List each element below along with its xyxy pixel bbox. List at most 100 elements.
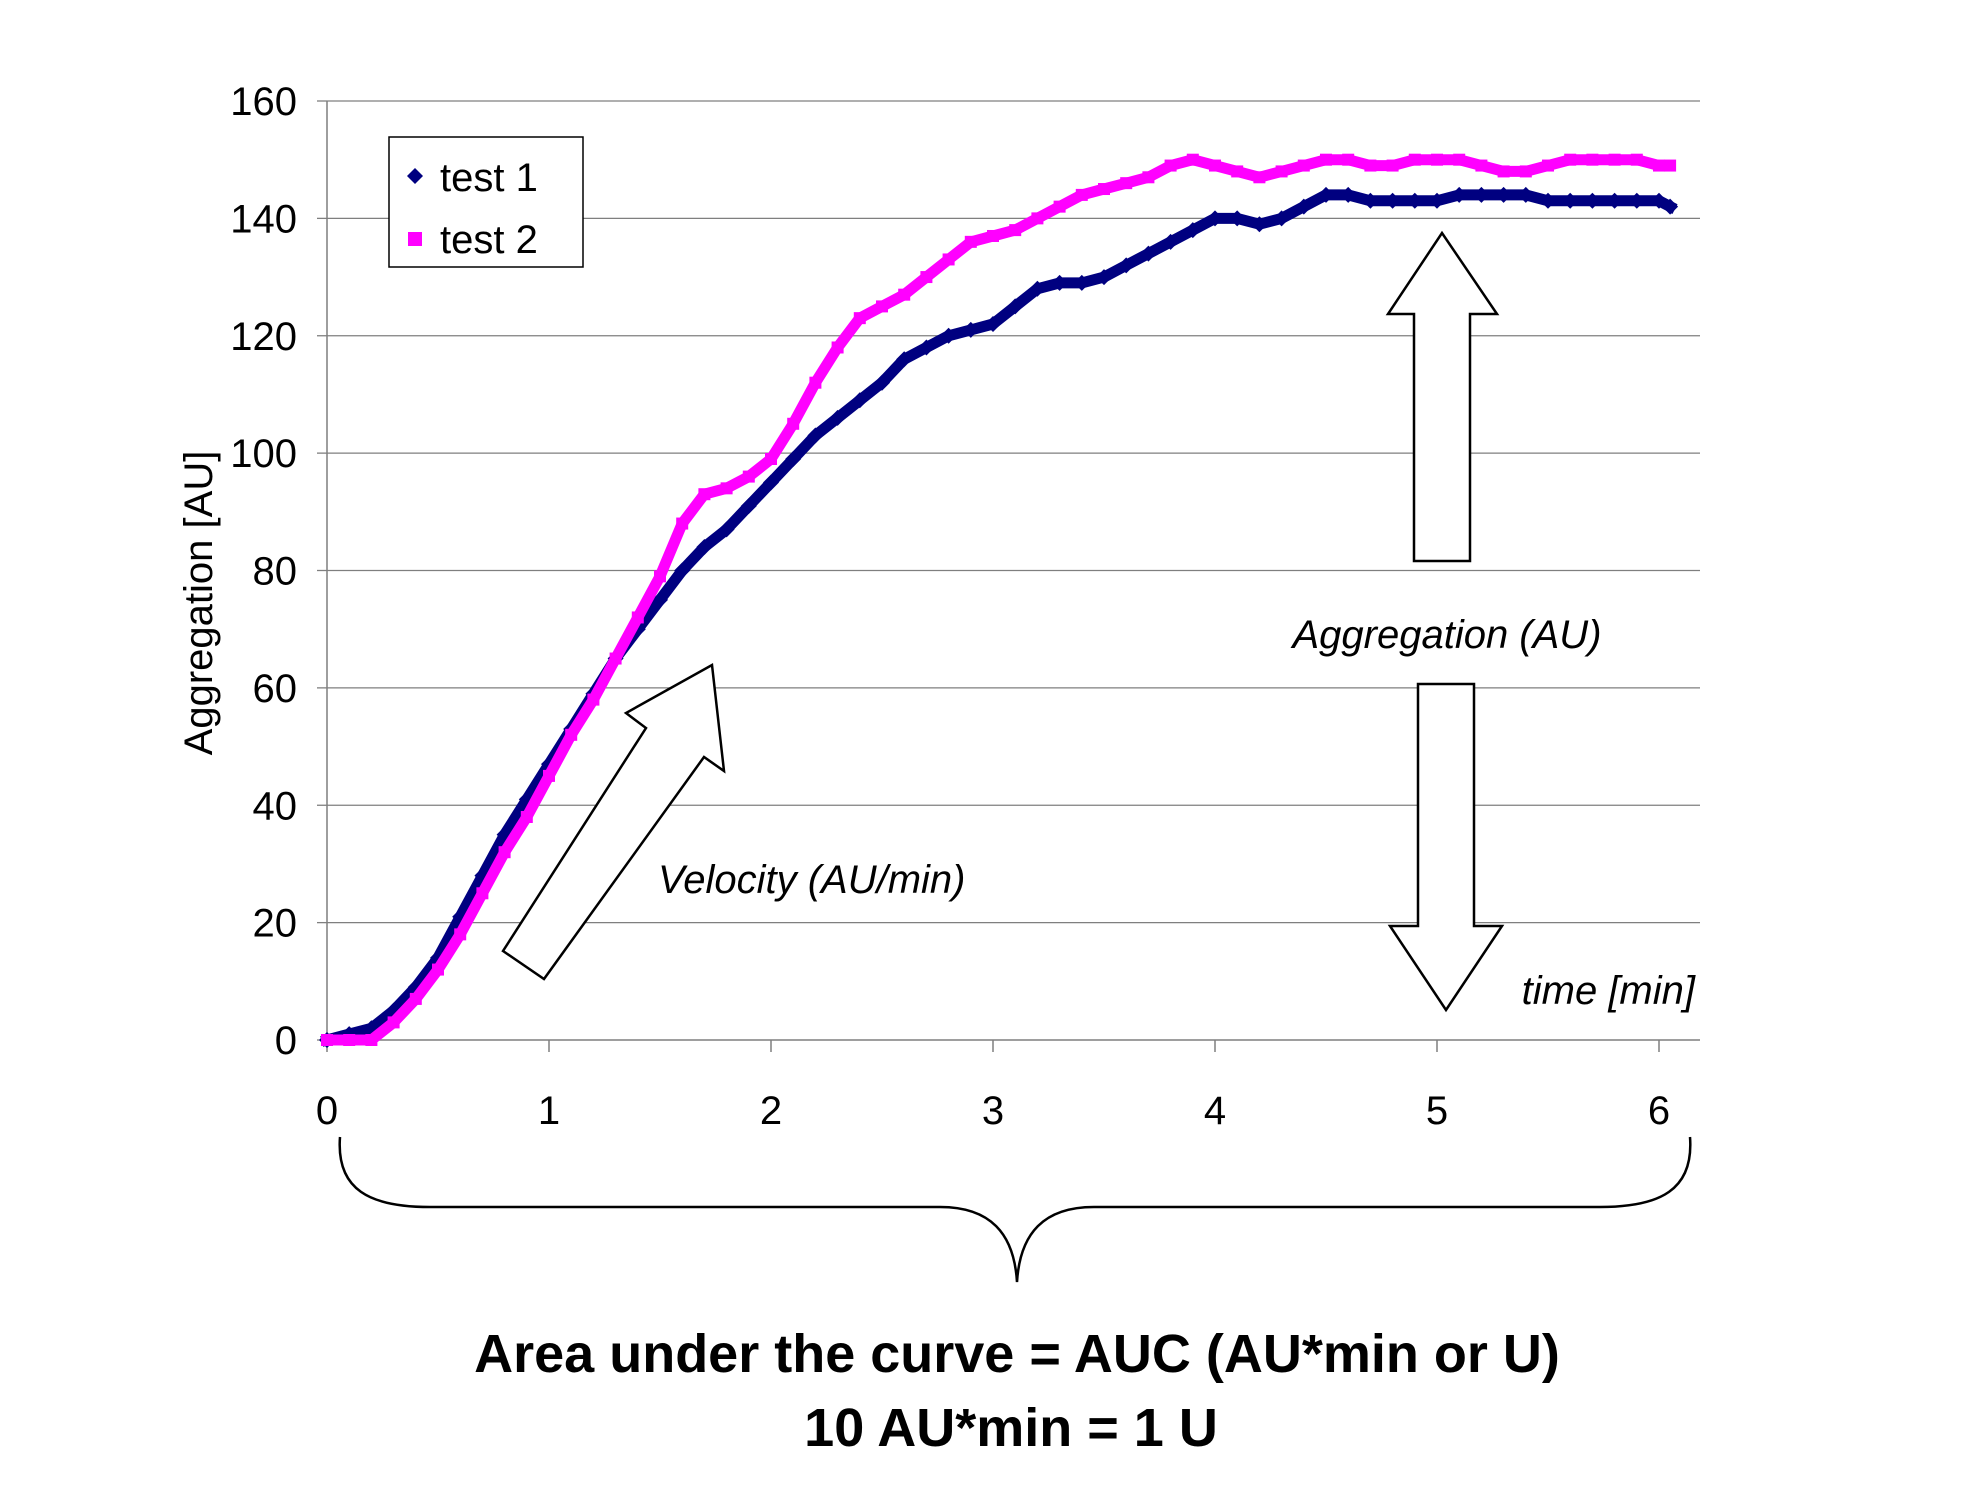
series-1-point [1340,186,1357,203]
ytick-label-40: 40 [253,784,298,828]
series-2-point [809,376,822,389]
aggregation-up-arrow [1385,230,1500,563]
series-1-point [674,562,691,579]
aggregation-label: Aggregation (AU) [1290,613,1601,657]
series-2-point [654,570,666,583]
ytick-label-80: 80 [253,550,298,594]
legend-label-test2: test 2 [440,218,538,262]
series-2-point [720,482,733,495]
series-2-point [1164,159,1177,172]
series-1-point [851,392,868,409]
series-2-point [1098,183,1110,196]
xtick-label-1: 1 [538,1089,560,1133]
series-2-point [1297,159,1310,172]
series-1-point [1406,192,1423,209]
series-2-point [676,517,689,530]
series-2-point [1186,153,1199,166]
velocity-label: Velocity (AU/min) [658,858,965,902]
ytick-label-140: 140 [230,197,297,241]
ytick-label-60: 60 [253,667,298,711]
series-2-point [1664,159,1677,172]
series-2-point [587,693,600,706]
series-2-point [432,963,444,976]
xtick-label-5: 5 [1426,1089,1448,1133]
series-2-point [742,470,755,483]
series-2-point [1075,188,1088,201]
series-1-point [1495,186,1512,203]
series-2-point [1453,153,1466,166]
series-1-point [785,450,802,467]
ytick-label-100: 100 [230,432,297,476]
ytick-label-120: 120 [230,315,297,359]
series-1-point [918,339,935,356]
series-2-point [631,611,644,624]
series-2-point [454,928,467,941]
series-2-point [964,235,977,248]
series-1-point [1251,216,1268,233]
legend-label-test1: test 1 [440,156,538,200]
series-2-point [1275,165,1288,178]
series-2-point [387,1016,400,1029]
series-1-point [1140,245,1157,262]
series-1-point [1295,198,1312,215]
xtick-label-3: 3 [982,1089,1004,1133]
series-2-point [920,271,933,284]
auc-caption-line1: Area under the curve = AUC (AU*min or U) [474,1324,1560,1384]
axes [317,100,1700,1052]
series-2-point [1497,165,1510,178]
series-2-point [1630,153,1643,166]
xtick-label-2: 2 [760,1089,782,1133]
legend-item-test1: test 1 [407,156,538,200]
xtick-label-6: 6 [1648,1089,1670,1133]
series-2-point [1053,200,1066,213]
series-2-point [1031,212,1044,225]
series-2-point [765,452,777,465]
series-1-point [652,591,668,608]
series-2-point [876,300,888,313]
series-2-point [1386,159,1399,172]
series-lines [319,153,1679,1048]
series-2-point [1608,153,1621,166]
series-2-point [609,652,622,665]
series-2-point [1342,153,1355,166]
series-2-point [1408,153,1421,166]
series-2-point [1209,159,1221,172]
series-2-point [1364,159,1377,172]
series-2-point [1320,153,1332,166]
series-2-point [1564,153,1577,166]
series-1-point [1651,192,1667,209]
xtick-label-4: 4 [1204,1089,1226,1133]
y-axis-title: Aggregation [AU] [177,451,221,756]
legend-marker-square [408,232,422,246]
series-1-point [1318,186,1334,203]
series-2-point [1519,165,1532,178]
series-2-point [831,341,844,354]
series-2-point [321,1034,333,1046]
series-1-point [1007,298,1024,315]
series-1-point [1073,274,1090,291]
series-1-point [1540,192,1556,209]
x-axis-title: time [min] [1522,969,1696,1013]
series-2-point [698,488,711,501]
series-1-point [896,351,913,368]
series-2-point [1253,171,1266,184]
series-2-point [942,253,955,266]
auc-brace [338,1136,1692,1283]
series-1-point [1451,186,1468,203]
series-2-point [498,846,511,859]
series-2-point [987,229,999,242]
series-2-point [1431,153,1443,166]
series-2-point [565,728,578,741]
ytick-label-160: 160 [230,80,297,124]
series-1-point [1606,192,1623,209]
auc-caption-line2: 10 AU*min = 1 U [804,1398,1218,1458]
series-1-point [718,521,735,538]
series-1-point [1273,210,1290,227]
series-1-point [1662,198,1679,215]
ytick-label-20: 20 [253,902,298,946]
series-1-point [807,427,824,444]
xtick-label-0: 0 [316,1089,338,1133]
series-2-point [1231,165,1244,178]
series-1-point [1517,186,1534,203]
